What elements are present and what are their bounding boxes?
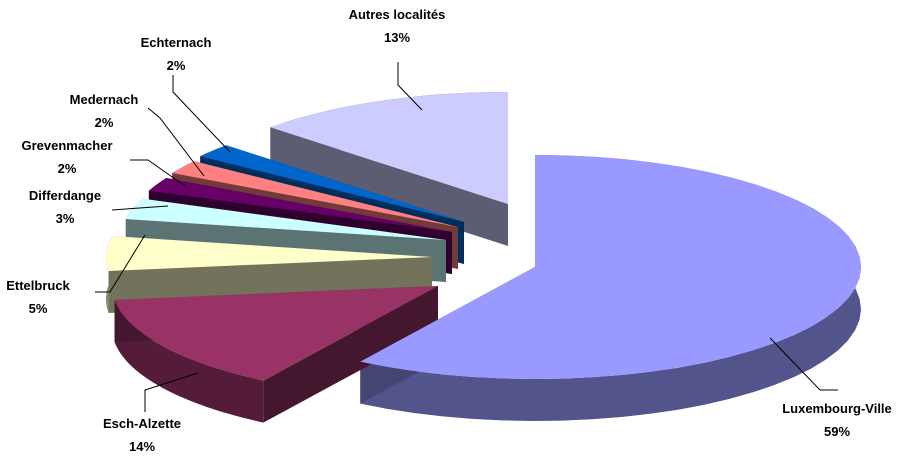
- slice-label: Autres localités: [349, 7, 446, 22]
- pie-slice-side: [360, 155, 861, 421]
- slice-label: Medernach: [70, 92, 139, 107]
- pie-slice-side: [114, 300, 264, 423]
- pie-slice-esch-alzette: [114, 286, 438, 381]
- pie-slice-grevenmacher: [148, 178, 452, 232]
- leader-line: [769, 337, 838, 391]
- slice-label: Echternach: [141, 35, 212, 50]
- pie-slice-luxembourg-ville: [360, 155, 861, 379]
- slice-label: Luxembourg-Ville: [782, 401, 892, 416]
- pie-slice-ettelbruck: [106, 236, 433, 271]
- leader-line: [397, 62, 423, 111]
- slice-label: Esch-Alzette: [103, 416, 181, 431]
- leader-line: [147, 107, 205, 177]
- leader-line: [172, 75, 231, 153]
- slice-value-label: 2%: [95, 115, 114, 130]
- leader-line: [95, 234, 146, 293]
- slice-label: Ettelbruck: [6, 278, 70, 293]
- pie-slice-differdange: [125, 198, 447, 240]
- leader-line: [111, 205, 169, 211]
- pie-slice-medernach: [172, 161, 459, 227]
- slice-value-label: 2%: [167, 58, 186, 73]
- leader-line: [144, 372, 199, 412]
- leader-line: [130, 159, 186, 187]
- pie-top-layer: [106, 92, 861, 381]
- slice-value-label: 59%: [824, 424, 850, 439]
- slice-value-label: 14%: [129, 439, 155, 454]
- slice-value-label: 13%: [384, 30, 410, 45]
- pie-slice-autres-localit-s: [270, 92, 508, 204]
- slice-value-label: 5%: [29, 301, 48, 316]
- slice-label: Grevenmacher: [21, 138, 112, 153]
- pie-slice-face: [270, 127, 508, 246]
- slice-label: Differdange: [29, 188, 101, 203]
- slice-value-label: 2%: [58, 161, 77, 176]
- pie-slice-echternach: [200, 145, 465, 222]
- pie-labels-layer: Luxembourg-Ville 59% Esch-Alzette 14% Ettelb…: [6, 7, 892, 454]
- slice-value-label: 3%: [56, 211, 75, 226]
